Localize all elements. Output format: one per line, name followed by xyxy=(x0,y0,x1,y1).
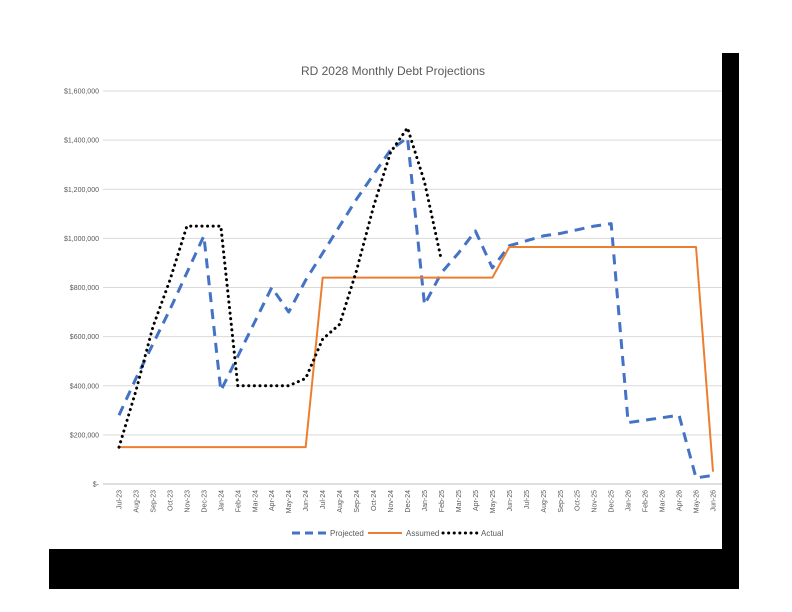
x-tick-label: Aug-25 xyxy=(541,490,548,513)
gridlines xyxy=(103,90,722,485)
x-tick-label: Jan-26 xyxy=(626,490,633,512)
x-tick-label: Jun-25 xyxy=(507,490,514,512)
x-tick-label: Jan-24 xyxy=(218,490,225,512)
x-tick-label: Nov-25 xyxy=(592,490,599,513)
x-tick-label: Jan-25 xyxy=(422,490,429,512)
series-line-actual xyxy=(117,126,443,449)
x-tick-label: Aug-23 xyxy=(133,490,140,513)
legend-label: Assumed xyxy=(406,529,439,538)
x-tick-label: Feb-24 xyxy=(235,490,242,512)
x-tick-label: Mar-24 xyxy=(252,490,259,512)
chart-title: RD 2028 Monthly Debt Projections xyxy=(301,64,485,78)
series-lines xyxy=(117,126,714,480)
y-tick-label: $1,200,000 xyxy=(64,187,99,194)
y-tick-label: $1,000,000 xyxy=(64,236,99,243)
y-tick-label: $400,000 xyxy=(70,383,99,390)
x-tick-label: Jul-24 xyxy=(320,490,327,509)
series-line-projected xyxy=(117,136,714,480)
x-tick-label: Mar-25 xyxy=(456,490,463,512)
legend: Projected Assumed Actual xyxy=(292,529,503,538)
x-tick-label: Dec-24 xyxy=(405,490,412,513)
x-tick-label: Nov-23 xyxy=(184,490,191,513)
x-tick-label: May-26 xyxy=(694,490,701,513)
y-tick-label: $- xyxy=(93,482,100,489)
x-tick-label: Jul-23 xyxy=(117,490,124,509)
y-tick-label: $600,000 xyxy=(70,334,99,341)
x-tick-label: Sep-24 xyxy=(354,490,361,513)
y-tick-label: $200,000 xyxy=(70,432,99,439)
x-tick-label: Mar-26 xyxy=(660,490,667,512)
x-tick-label: Oct-23 xyxy=(167,490,174,511)
x-tick-label: Apr-25 xyxy=(473,490,480,511)
x-tick-label: Jul-25 xyxy=(524,490,531,509)
y-tick-label: $1,400,000 xyxy=(64,138,99,145)
x-tick-label: Feb-25 xyxy=(439,490,446,512)
x-tick-label: Nov-24 xyxy=(388,490,395,513)
x-tick-label: May-25 xyxy=(490,490,497,513)
x-tick-label: Apr-24 xyxy=(269,490,276,511)
series-line-assumed xyxy=(119,245,714,472)
chart-area xyxy=(49,53,722,549)
x-tick-label: May-24 xyxy=(286,490,293,513)
x-tick-label: Sep-25 xyxy=(558,490,565,513)
legend-label: Projected xyxy=(330,529,364,538)
y-tick-label: $1,600,000 xyxy=(64,89,99,96)
legend-label: Actual xyxy=(481,529,503,538)
x-tick-label: Aug-24 xyxy=(337,490,344,513)
x-tick-label: Sep-23 xyxy=(150,490,157,513)
x-tick-label: Dec-25 xyxy=(609,490,616,513)
x-tick-label: Apr-26 xyxy=(677,490,684,511)
x-tick-label: Jun-26 xyxy=(711,490,718,512)
x-tick-label: Oct-24 xyxy=(371,490,378,511)
x-tick-label: Jun-24 xyxy=(303,490,310,512)
y-axis-labels: $- $200,000 $400,000 $600,000 $800,000 $1,000… xyxy=(64,89,100,489)
x-tick-label: Dec-23 xyxy=(201,490,208,513)
x-tick-label: Feb-26 xyxy=(643,490,650,512)
x-tick-label: Oct-25 xyxy=(575,490,582,511)
y-tick-label: $800,000 xyxy=(70,285,99,292)
x-axis-labels: Jul-23 Aug-23 Sep-23 Oct-23 Nov-23 Dec-23 Jan-… xyxy=(117,490,718,513)
